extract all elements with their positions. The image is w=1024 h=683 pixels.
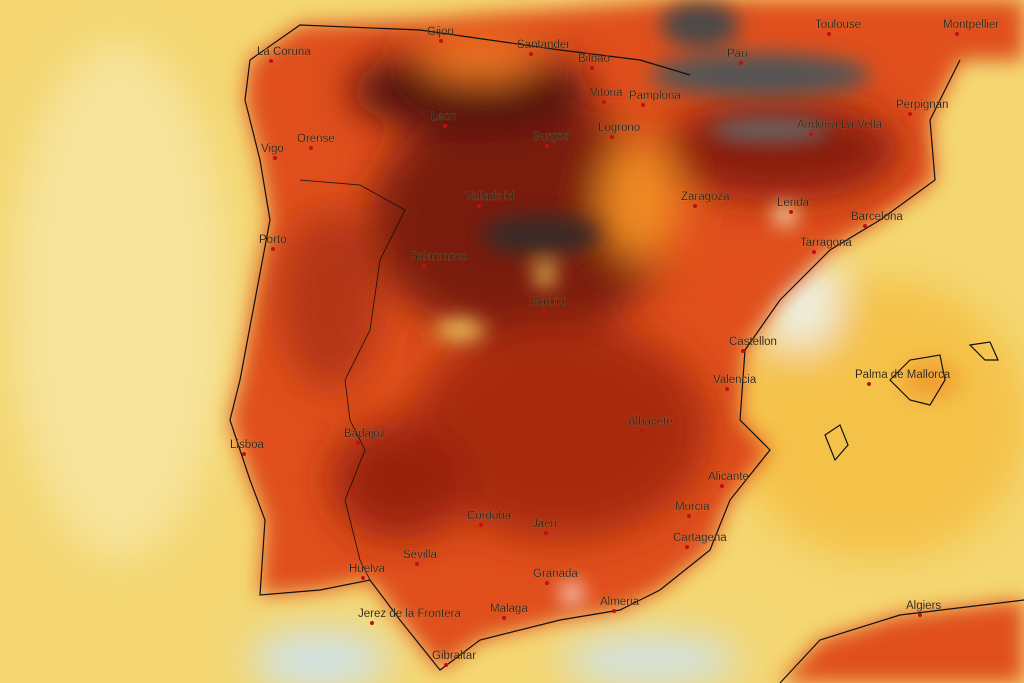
- city-dot: [685, 545, 689, 549]
- city-dot: [502, 616, 506, 620]
- city-dot: [809, 132, 813, 136]
- city-dot: [542, 309, 546, 313]
- city-label: Castellon: [729, 336, 777, 348]
- city-label: Gibraltar: [432, 650, 476, 662]
- city-label: Burgos: [533, 131, 570, 143]
- city-label: Pau: [727, 48, 747, 60]
- city-label: Perpignan: [896, 99, 948, 111]
- city-dot: [955, 32, 959, 36]
- extreme-heat: [435, 3, 870, 603]
- city-labels: Gijon La Coruna Santander Bilbao Pau Toulouse…: [230, 19, 1000, 667]
- city-label: Valencia: [713, 374, 757, 386]
- city-dot: [415, 562, 419, 566]
- city-dot: [867, 382, 871, 386]
- city-label: Huelva: [349, 563, 385, 575]
- city-label: Tarragona: [800, 237, 852, 249]
- coastline: [229, 24, 1024, 683]
- city-dot: [602, 100, 606, 104]
- city-label: Barcelona: [851, 211, 903, 223]
- city-label: Valladolid: [465, 191, 514, 203]
- city-dot: [356, 441, 360, 445]
- city-dot: [641, 103, 645, 107]
- city-label: Orense: [297, 133, 335, 145]
- city-label: Logrono: [598, 122, 640, 134]
- city-label: Zaragoza: [681, 191, 730, 203]
- city-label: Lerida: [777, 197, 810, 209]
- city-dot: [610, 135, 614, 139]
- city-dot: [725, 387, 729, 391]
- city-dot: [739, 61, 743, 65]
- city-dot: [443, 124, 447, 128]
- city-label: Porto: [259, 234, 287, 246]
- city-dot: [590, 66, 594, 70]
- city-label: Salamanca: [410, 251, 468, 263]
- city-dot: [242, 452, 246, 456]
- city-dot: [863, 224, 867, 228]
- city-label: Alicante: [708, 471, 749, 483]
- city-label: Granada: [533, 568, 578, 580]
- city-dot: [269, 59, 273, 63]
- city-dot: [361, 576, 365, 580]
- city-dot: [479, 523, 483, 527]
- city-label: Pamplona: [629, 90, 681, 102]
- city-label: Leon: [431, 111, 457, 123]
- city-dot: [309, 146, 313, 150]
- city-label: Santander: [517, 39, 570, 51]
- city-dot: [477, 204, 481, 208]
- city-label: Montpellier: [943, 19, 999, 31]
- city-label: Bilbao: [578, 53, 610, 65]
- city-dot: [789, 210, 793, 214]
- city-dot: [439, 39, 443, 43]
- city-dot: [908, 112, 912, 116]
- city-dot: [918, 613, 922, 617]
- city-dot: [640, 429, 644, 433]
- city-dot: [612, 609, 616, 613]
- city-label: Cordoba: [467, 510, 512, 522]
- city-dot: [529, 52, 533, 56]
- city-label: Andorra La Vella: [797, 119, 883, 131]
- city-dot: [271, 247, 275, 251]
- city-label: Sevilla: [403, 549, 437, 561]
- city-dot: [444, 663, 448, 667]
- city-dot: [687, 514, 691, 518]
- city-label: Gijon: [427, 26, 454, 38]
- city-label: Murcia: [675, 501, 710, 513]
- city-label: Madrid: [530, 296, 565, 308]
- city-label: Almeria: [600, 596, 640, 608]
- city-dot: [812, 250, 816, 254]
- city-dot: [720, 484, 724, 488]
- city-dot: [422, 264, 426, 268]
- city-label: Albacete: [628, 416, 673, 428]
- city-dot: [545, 581, 549, 585]
- city-dot: [370, 621, 374, 625]
- city-dot: [544, 531, 548, 535]
- city-label: La Coruna: [257, 46, 311, 58]
- city-label: Palma de Mallorca: [855, 369, 951, 381]
- city-label: Vigo: [261, 143, 284, 155]
- city-label: Jerez de la Frontera: [358, 608, 462, 620]
- city-label: Lisboa: [230, 439, 264, 451]
- city-label: Malaga: [490, 603, 528, 615]
- city-dot: [273, 156, 277, 160]
- city-dot: [545, 144, 549, 148]
- city-label: Cartagena: [673, 532, 727, 544]
- city-label: Badajoz: [344, 428, 386, 440]
- city-label: Algiers: [906, 600, 941, 612]
- city-label: Toulouse: [815, 19, 861, 31]
- city-dot: [827, 32, 831, 36]
- city-dot: [693, 204, 697, 208]
- city-dot: [741, 349, 745, 353]
- city-label: Jaen: [532, 518, 557, 530]
- city-label: Vitoria: [590, 87, 623, 99]
